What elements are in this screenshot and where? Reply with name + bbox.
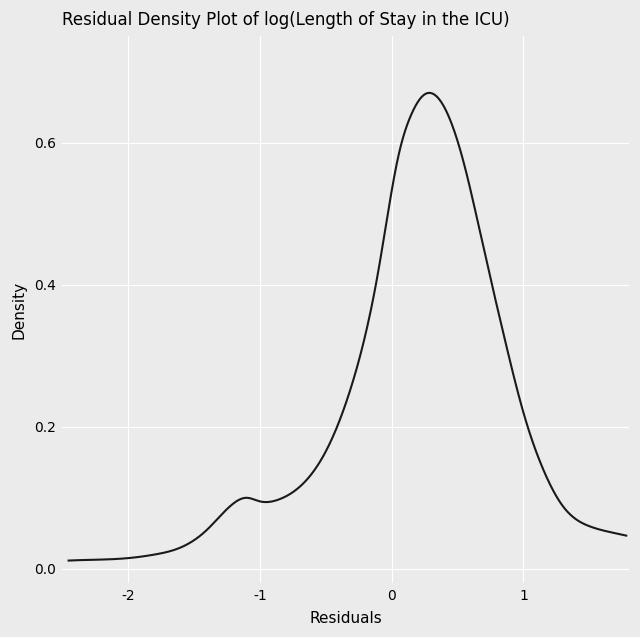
Y-axis label: Density: Density — [11, 280, 26, 339]
Text: Residual Density Plot of log(Length of Stay in the ICU): Residual Density Plot of log(Length of S… — [62, 11, 509, 29]
X-axis label: Residuals: Residuals — [309, 611, 382, 626]
